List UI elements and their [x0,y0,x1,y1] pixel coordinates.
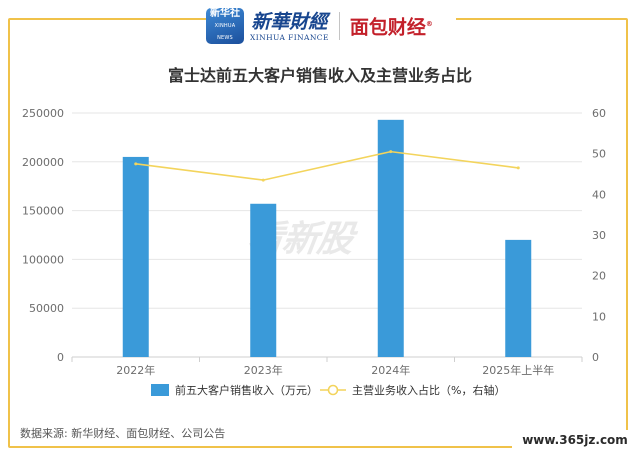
y-right-tick-label: 30 [592,229,606,242]
xinhua-logo: 新华社 XINHUA NEWS [206,8,244,44]
data-source-note: 数据来源: 新华财经、面包财经、公司公告 [20,427,226,440]
legend-line-label: 主营业务收入占比（%，右轴） [352,383,505,397]
y-right-tick-label: 60 [592,107,606,120]
line-point [516,166,520,170]
xinhua-finance-brand: 新華財經 XINHUA FINANCE [250,11,329,42]
logo-box-subtext: XINHUA NEWS [214,23,236,41]
line-point [389,150,393,154]
y-left-tick-label: 100000 [22,253,64,266]
line-point [134,162,138,166]
bar [250,203,277,357]
y-right-tick-label: 50 [592,148,606,161]
y-left-tick-label: 50000 [29,302,64,315]
bar [377,119,404,357]
brand-header: 新华社 XINHUA NEWS 新華財經 XINHUA FINANCE 面包财经… [206,6,456,46]
y-left-tick-label: 0 [57,351,64,364]
legend-line-marker [327,384,339,396]
x-tick-label: 2025年上半年 [482,363,554,377]
brand-partner: 面包财经 [349,16,426,39]
brand-en: XINHUA FINANCE [250,32,329,42]
y-left-tick-label: 150000 [22,205,64,218]
legend-bar-label: 前五大客户销售收入（万元） [175,383,318,397]
bar [505,239,532,357]
y-right-tick-label: 40 [592,188,606,201]
mianbao-brand: 面包财经® [349,16,433,39]
y-right-tick-label: 20 [592,270,606,283]
line-point [261,178,265,182]
legend-bar-swatch [151,384,169,396]
line-series [135,150,519,181]
y-left-tick-label: 200000 [22,156,64,169]
chart-title: 富士达前五大客户销售收入及主营业务占比 [167,66,472,85]
x-tick-label: 2023年 [244,363,283,377]
y-right-tick-label: 0 [592,351,599,364]
brand-cn: 新華財經 [251,10,328,33]
brand-divider [338,12,340,40]
y-right-tick-label: 10 [592,310,606,323]
x-tick-label: 2022年 [116,363,155,377]
y-left-tick-label: 250000 [22,107,64,120]
site-watermark: www.365jz.com [512,430,638,450]
bar [122,156,149,357]
x-tick-label: 2024年 [371,363,410,377]
logo-box-text: 新华社 [210,8,240,19]
